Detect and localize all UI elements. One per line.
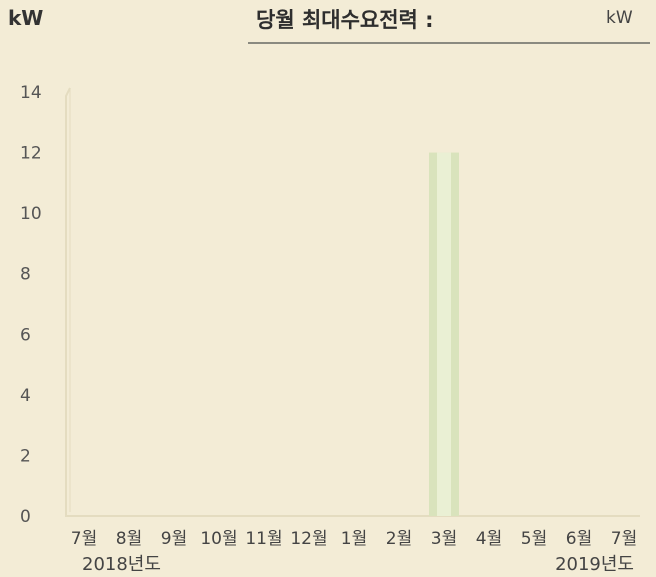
header-underline: [248, 42, 650, 44]
year-labels: 2018년도 2019년도: [82, 554, 634, 575]
chart-axes: [65, 87, 640, 517]
x-tick-label: 10월: [200, 529, 237, 549]
y-axis-ticks: 0 2 4 6 8 10 12 14: [20, 83, 42, 527]
y-tick-label: 14: [20, 83, 42, 103]
year-label-start: 2018년도: [82, 554, 161, 575]
x-tick-label: 11월: [245, 529, 282, 549]
x-tick-label: 4월: [476, 529, 502, 549]
x-tick-label: 7월: [611, 529, 637, 549]
y-tick-label: 8: [20, 265, 31, 285]
x-tick-label: 1월: [341, 529, 367, 549]
x-axis-categories: 7월 8월 9월 10월 11월 12월 1월 2월 3월 4월 5월 6월 7월: [71, 529, 637, 549]
x-tick-label: 3월: [431, 529, 457, 549]
y-tick-label: 4: [20, 386, 31, 406]
y-axis-unit-label: kW: [8, 6, 44, 30]
x-tick-label: 5월: [521, 529, 547, 549]
x-tick-label: 9월: [161, 529, 187, 549]
bar-highlight: [437, 152, 451, 517]
x-tick-label: 8월: [116, 529, 142, 549]
axis-line: [65, 87, 640, 517]
x-tick-label: 2월: [386, 529, 412, 549]
x-tick-label: 6월: [566, 529, 592, 549]
y-tick-label: 2: [20, 446, 31, 466]
y-tick-label: 6: [20, 325, 31, 345]
x-tick-label: 7월: [71, 529, 97, 549]
chart-header-title: 당월 최대수요전력 :: [256, 8, 434, 32]
chart-bars: [429, 152, 459, 517]
chart-header-unit: kW: [606, 8, 633, 28]
year-label-end: 2019년도: [555, 554, 634, 575]
x-tick-label: 12월: [290, 529, 327, 549]
y-tick-label: 0: [20, 507, 31, 527]
y-tick-label: 12: [20, 144, 42, 164]
y-tick-label: 10: [20, 204, 42, 224]
